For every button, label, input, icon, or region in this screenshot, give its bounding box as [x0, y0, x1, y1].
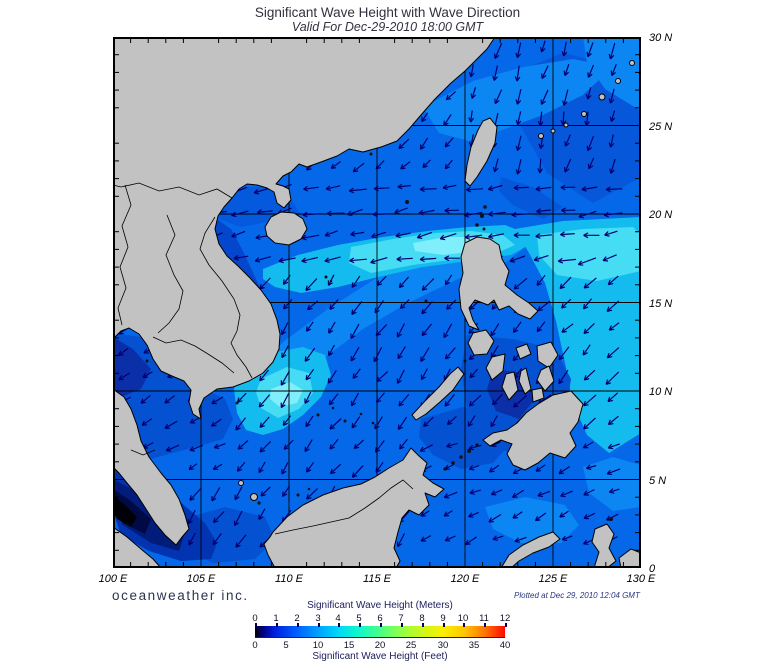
colorbar-notch — [443, 623, 445, 627]
lat-label-20n: 20 N — [649, 209, 673, 221]
colorbar-notch — [318, 623, 320, 627]
lat-label-25n: 25 N — [649, 121, 673, 133]
meters-tick: 9 — [440, 613, 446, 624]
feet-tick: 15 — [343, 640, 355, 651]
colorbar-notch — [276, 623, 278, 627]
feet-tick: 40 — [499, 640, 511, 651]
meters-tick: 12 — [499, 613, 511, 624]
feet-tick: 25 — [405, 640, 417, 651]
meters-tick: 7 — [398, 613, 404, 624]
lon-label-115e: 115 E — [363, 573, 391, 585]
wave-height-colorbar — [255, 626, 505, 638]
colorbar-notch — [463, 623, 465, 627]
meters-tick: 6 — [377, 613, 383, 624]
meters-tick: 2 — [294, 613, 300, 624]
legend-feet-title: Significant Wave Height (Feet) — [312, 651, 448, 662]
wave-map-svg — [112, 36, 642, 569]
feet-tick: 20 — [374, 640, 386, 651]
lat-label-5n: 5 N — [649, 475, 667, 487]
colorbar-notch — [359, 623, 361, 627]
feet-tick: 10 — [312, 640, 324, 651]
colorbar-notch — [484, 623, 486, 627]
lat-label-30n: 30 N — [649, 32, 673, 44]
colorbar-notch — [338, 623, 340, 627]
lon-label-110e: 110 E — [275, 573, 303, 585]
colorbar-notch — [505, 623, 507, 627]
meters-tick: 4 — [335, 613, 341, 624]
colorbar-notch — [401, 623, 403, 627]
map-canvas-container — [112, 36, 642, 569]
colorbar-notch — [297, 623, 299, 627]
meters-tick: 5 — [356, 613, 362, 624]
lat-label-15n: 15 N — [649, 298, 673, 310]
lon-label-105e: 105 E — [186, 573, 216, 585]
valid-time-subtitle: Valid For Dec-29-2010 18:00 GMT — [291, 20, 484, 34]
page-title: Significant Wave Height with Wave Direct… — [254, 5, 521, 20]
meters-tick: 0 — [252, 613, 258, 624]
meters-tick: 8 — [419, 613, 425, 624]
lon-label-120e: 120 E — [450, 573, 480, 585]
colorbar-notch — [422, 623, 424, 627]
meters-tick: 1 — [273, 613, 279, 624]
lat-label-0: 0 — [649, 563, 656, 575]
feet-tick: 35 — [468, 640, 480, 651]
lon-label-100e: 100 E — [98, 573, 128, 585]
feet-tick: 30 — [437, 640, 449, 651]
oceanweather-brand: oceanweather inc. — [112, 588, 249, 603]
colorbar-notch — [255, 623, 257, 627]
feet-tick: 5 — [283, 640, 289, 651]
feet-tick: 0 — [252, 640, 258, 651]
colorbar-notch — [380, 623, 382, 627]
meters-tick: 10 — [457, 613, 469, 624]
plotted-at-timestamp: Plotted at Dec 29, 2010 12:04 GMT — [514, 591, 640, 600]
meters-tick: 11 — [479, 613, 489, 624]
lon-label-130e: 130 E — [626, 573, 656, 585]
lat-label-10n: 10 N — [649, 386, 673, 398]
lon-label-125e: 125 E — [538, 573, 568, 585]
legend-meters-title: Significant Wave Height (Meters) — [307, 600, 453, 611]
meters-tick: 3 — [315, 613, 321, 624]
